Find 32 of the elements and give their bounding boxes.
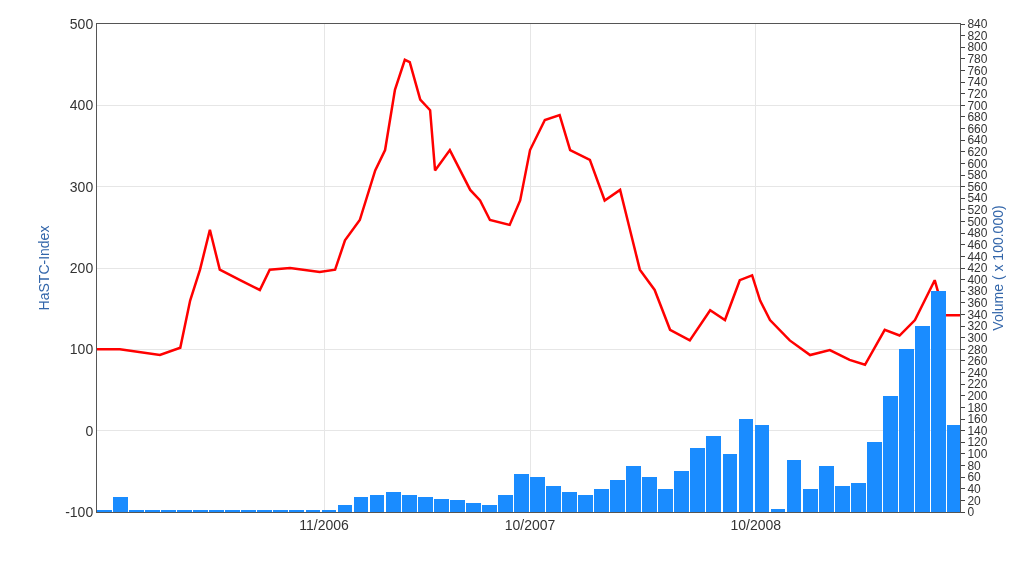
x-tick-label: 10/2008	[730, 516, 782, 533]
bar	[370, 495, 384, 512]
y2-tick-label: 640	[967, 133, 988, 148]
y2-tick-label: 220	[967, 377, 988, 392]
y2-tick-label: 800	[967, 40, 988, 55]
y2-axis-title: Volume ( x 100.000)	[990, 205, 1007, 331]
y2-tick-label: 700	[967, 98, 988, 113]
y2-tick-label: 20	[967, 493, 982, 508]
y2-tick-label: 280	[967, 342, 988, 357]
y2-tick-label: 540	[967, 191, 988, 206]
bar	[787, 460, 801, 512]
y2-tick-label: 440	[967, 249, 988, 264]
bar	[771, 509, 785, 512]
y-axis-title: HaSTC-Index	[35, 225, 52, 311]
bar	[723, 454, 737, 512]
line-series	[97, 58, 960, 367]
y-tick-label: 400	[69, 97, 94, 114]
bar	[739, 419, 753, 512]
y2-tick-label: 0	[967, 505, 975, 520]
bar	[755, 425, 769, 512]
y2-tick-label: 380	[967, 284, 988, 299]
x-tick-label: 11/2006	[299, 516, 349, 533]
y-tick-label: 300	[69, 178, 94, 195]
x-tick-label: 10/2007	[504, 516, 556, 533]
y-tick-label: -100	[65, 503, 94, 520]
y-tick-label: 500	[69, 15, 94, 32]
y2-tick-label: 120	[967, 435, 988, 450]
y-tick-label: 0	[85, 422, 94, 439]
y-tick-label: 200	[69, 259, 94, 276]
y-tick-label: 100	[69, 341, 94, 358]
bar	[338, 505, 352, 512]
bar	[354, 497, 368, 512]
